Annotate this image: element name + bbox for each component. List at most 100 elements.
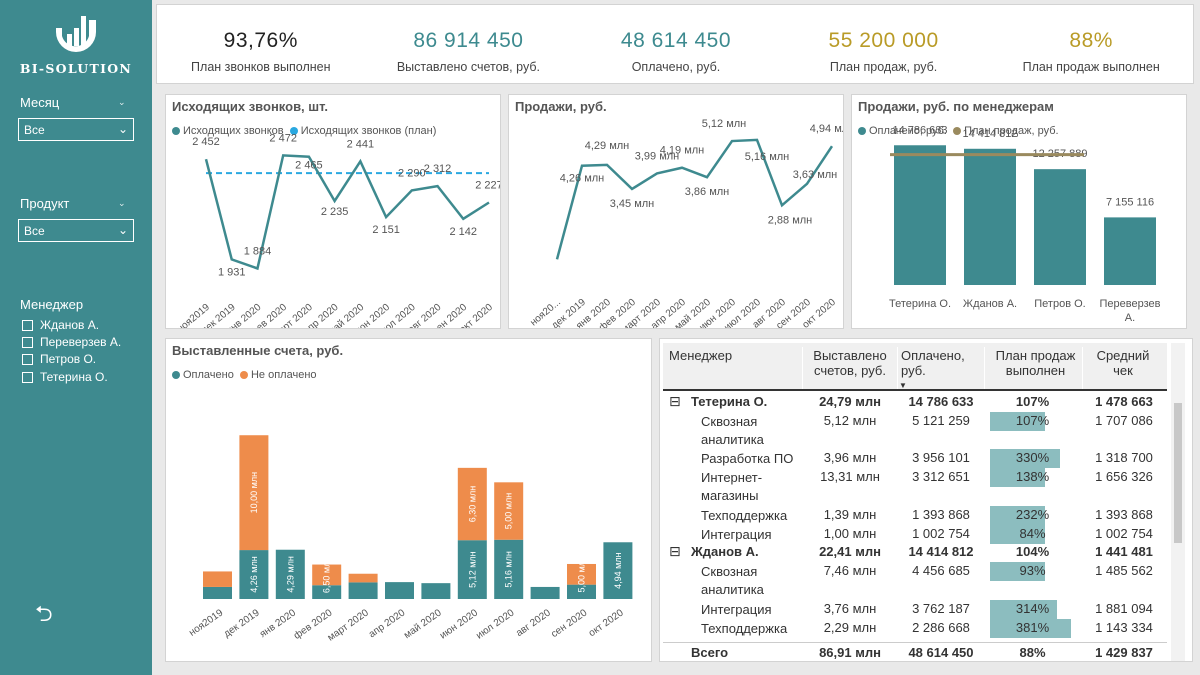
- row-name: Техподдержка: [701, 508, 788, 523]
- cell-plan: 138%: [1015, 469, 1050, 484]
- column-header-manager[interactable]: Менеджер: [669, 348, 733, 363]
- product-select[interactable]: Все ⌄: [18, 219, 134, 242]
- checkbox[interactable]: [22, 353, 33, 365]
- column-header-paid[interactable]: Оплачено, руб.: [901, 348, 965, 378]
- row-name: Сквозная аналитика: [701, 414, 764, 447]
- cell-plan: 330%: [1015, 450, 1050, 465]
- row-name: Интернет-магазины: [701, 470, 763, 503]
- invoices-chart-panel: Выставленные счета, руб. Оплачено Не опл…: [165, 338, 652, 662]
- back-icon[interactable]: ⮌: [35, 601, 53, 626]
- data-label: 7 155 116: [1106, 196, 1154, 208]
- kpi-value: 88%: [1069, 29, 1113, 52]
- x-tick-label: окт 2020: [587, 607, 626, 639]
- month-select-value: Все: [24, 123, 45, 137]
- x-tick-label: А.: [1125, 312, 1135, 324]
- cell-paid: 1 393 868: [912, 507, 970, 522]
- column-header-invoiced[interactable]: Выставлено счетов, руб.: [813, 348, 887, 378]
- invoices-chart-legend: Оплачено Не оплачено: [172, 369, 317, 381]
- sales-chart-panel: Продажи, руб. 4,26 млн 4,29 млн 3,45 млн 3,…: [508, 94, 844, 329]
- row-name: Всего: [691, 645, 729, 660]
- kpi-value: 93,76%: [223, 29, 298, 52]
- data-label: 2 465: [295, 160, 323, 172]
- data-label: 5,12 млн: [467, 551, 477, 587]
- bar-unpaid: [567, 563, 596, 585]
- sales-chart-title: Продажи, руб.: [515, 99, 607, 114]
- x-tick-label: июн 2020: [438, 607, 480, 641]
- x-tick-label: сен 2020: [549, 607, 589, 640]
- checkbox[interactable]: [22, 336, 33, 348]
- bar-paid: [275, 549, 305, 599]
- manager-option[interactable]: Жданов А.: [22, 318, 99, 332]
- row-name: Интеграция: [701, 602, 772, 617]
- total-row[interactable]: Всего 86,91 млн 48 614 450 88% 1 429 837: [663, 642, 1167, 660]
- kpi-label: Выставлено счетов, руб.: [396, 60, 540, 74]
- bar-paid: [203, 586, 232, 599]
- manager-option[interactable]: Тетерина О.: [22, 370, 108, 384]
- row-name: Тетерина О.: [691, 394, 768, 409]
- cell-invoiced: 86,91 млн: [819, 645, 881, 660]
- table-scrollbar[interactable]: [1171, 343, 1185, 661]
- kpi-card: 48 614 450 Оплачено, руб.: [572, 5, 780, 87]
- row-name: Разработка ПО: [701, 451, 794, 466]
- column-header-avg[interactable]: Средний чек: [1096, 348, 1150, 378]
- x-tick-label: июл 2020: [474, 607, 516, 641]
- managers-chart-panel: Продажи, руб. по менеджерам Оплачено, ру…: [851, 94, 1187, 329]
- invoices-chart-title: Выставленные счета, руб.: [172, 343, 344, 358]
- kpi-value: 48 614 450: [620, 29, 732, 52]
- cell-avg: 1 002 754: [1095, 526, 1153, 541]
- bar-paid: [494, 539, 524, 599]
- data-label: 2 312: [424, 163, 452, 175]
- cell-invoiced: 1,39 млн: [823, 507, 877, 522]
- cell-invoiced: 3,76 млн: [823, 601, 877, 616]
- cell-paid: 1 002 754: [912, 526, 970, 541]
- cell-paid: 48 614 450: [908, 645, 974, 660]
- plan-bar: [990, 449, 1061, 468]
- bar: [964, 148, 1016, 285]
- row-name: Жданов А.: [691, 544, 759, 559]
- cell-paid: 3 312 651: [912, 469, 970, 484]
- cell-avg: 1 393 868: [1095, 507, 1153, 522]
- x-tick-label: апр 2020: [367, 607, 408, 640]
- chevron-down-icon[interactable]: ⌄: [118, 97, 126, 107]
- plan-bar: [990, 412, 1045, 431]
- collapse-icon[interactable]: ⊟: [669, 543, 681, 559]
- kpi-label: План звонков выполнен: [191, 60, 331, 74]
- brand-name: BI-SOLUTION: [19, 61, 133, 76]
- x-tick-label: дек 2019: [222, 607, 262, 640]
- cell-avg: 1 881 094: [1095, 601, 1153, 616]
- bar-paid: [530, 586, 560, 599]
- manager-option[interactable]: Петров О.: [22, 352, 96, 366]
- manager-option[interactable]: Переверзев А.: [22, 335, 121, 349]
- legend-dot: [172, 371, 180, 379]
- data-label: 2,88 млн: [768, 214, 813, 226]
- cell-invoiced: 24,79 млн: [819, 394, 881, 409]
- cell-plan: 104%: [1015, 544, 1050, 559]
- cell-invoiced: 22,41 млн: [819, 544, 881, 559]
- row-name: Сквозная аналитика: [701, 564, 764, 597]
- collapse-icon[interactable]: ⊟: [669, 393, 681, 409]
- row-name: Интеграция: [701, 527, 772, 542]
- data-label: 6,50 млн: [322, 557, 332, 593]
- data-label: 3,63 млн: [793, 169, 838, 181]
- cell-invoiced: 5,12 млн: [823, 413, 877, 428]
- data-label: 2 151: [372, 224, 400, 236]
- column-header-plan[interactable]: План продаж выполнен: [995, 348, 1076, 378]
- kpi-card: 55 200 000 План продаж, руб.: [780, 5, 988, 87]
- x-tick-label: май 2020: [402, 607, 444, 641]
- plan-bar: [990, 562, 1045, 581]
- checkbox[interactable]: [22, 319, 33, 331]
- data-label: 5,16 млн: [504, 551, 514, 587]
- chevron-down-icon: ⌄: [117, 223, 128, 237]
- cell-invoiced: 13,31 млн: [820, 469, 880, 484]
- cell-paid: 4 456 685: [912, 563, 970, 578]
- x-tick-label: Тетерина О.: [889, 298, 951, 310]
- checkbox[interactable]: [22, 371, 33, 383]
- data-label: 5,00 млн: [504, 493, 514, 529]
- month-select[interactable]: Все ⌄: [18, 118, 134, 141]
- scrollbar-thumb[interactable]: [1174, 403, 1182, 543]
- chevron-down-icon[interactable]: ⌄: [118, 198, 126, 208]
- data-label: 2 235: [321, 206, 349, 218]
- bar-unpaid: [457, 467, 487, 541]
- bar-unpaid: [494, 482, 524, 540]
